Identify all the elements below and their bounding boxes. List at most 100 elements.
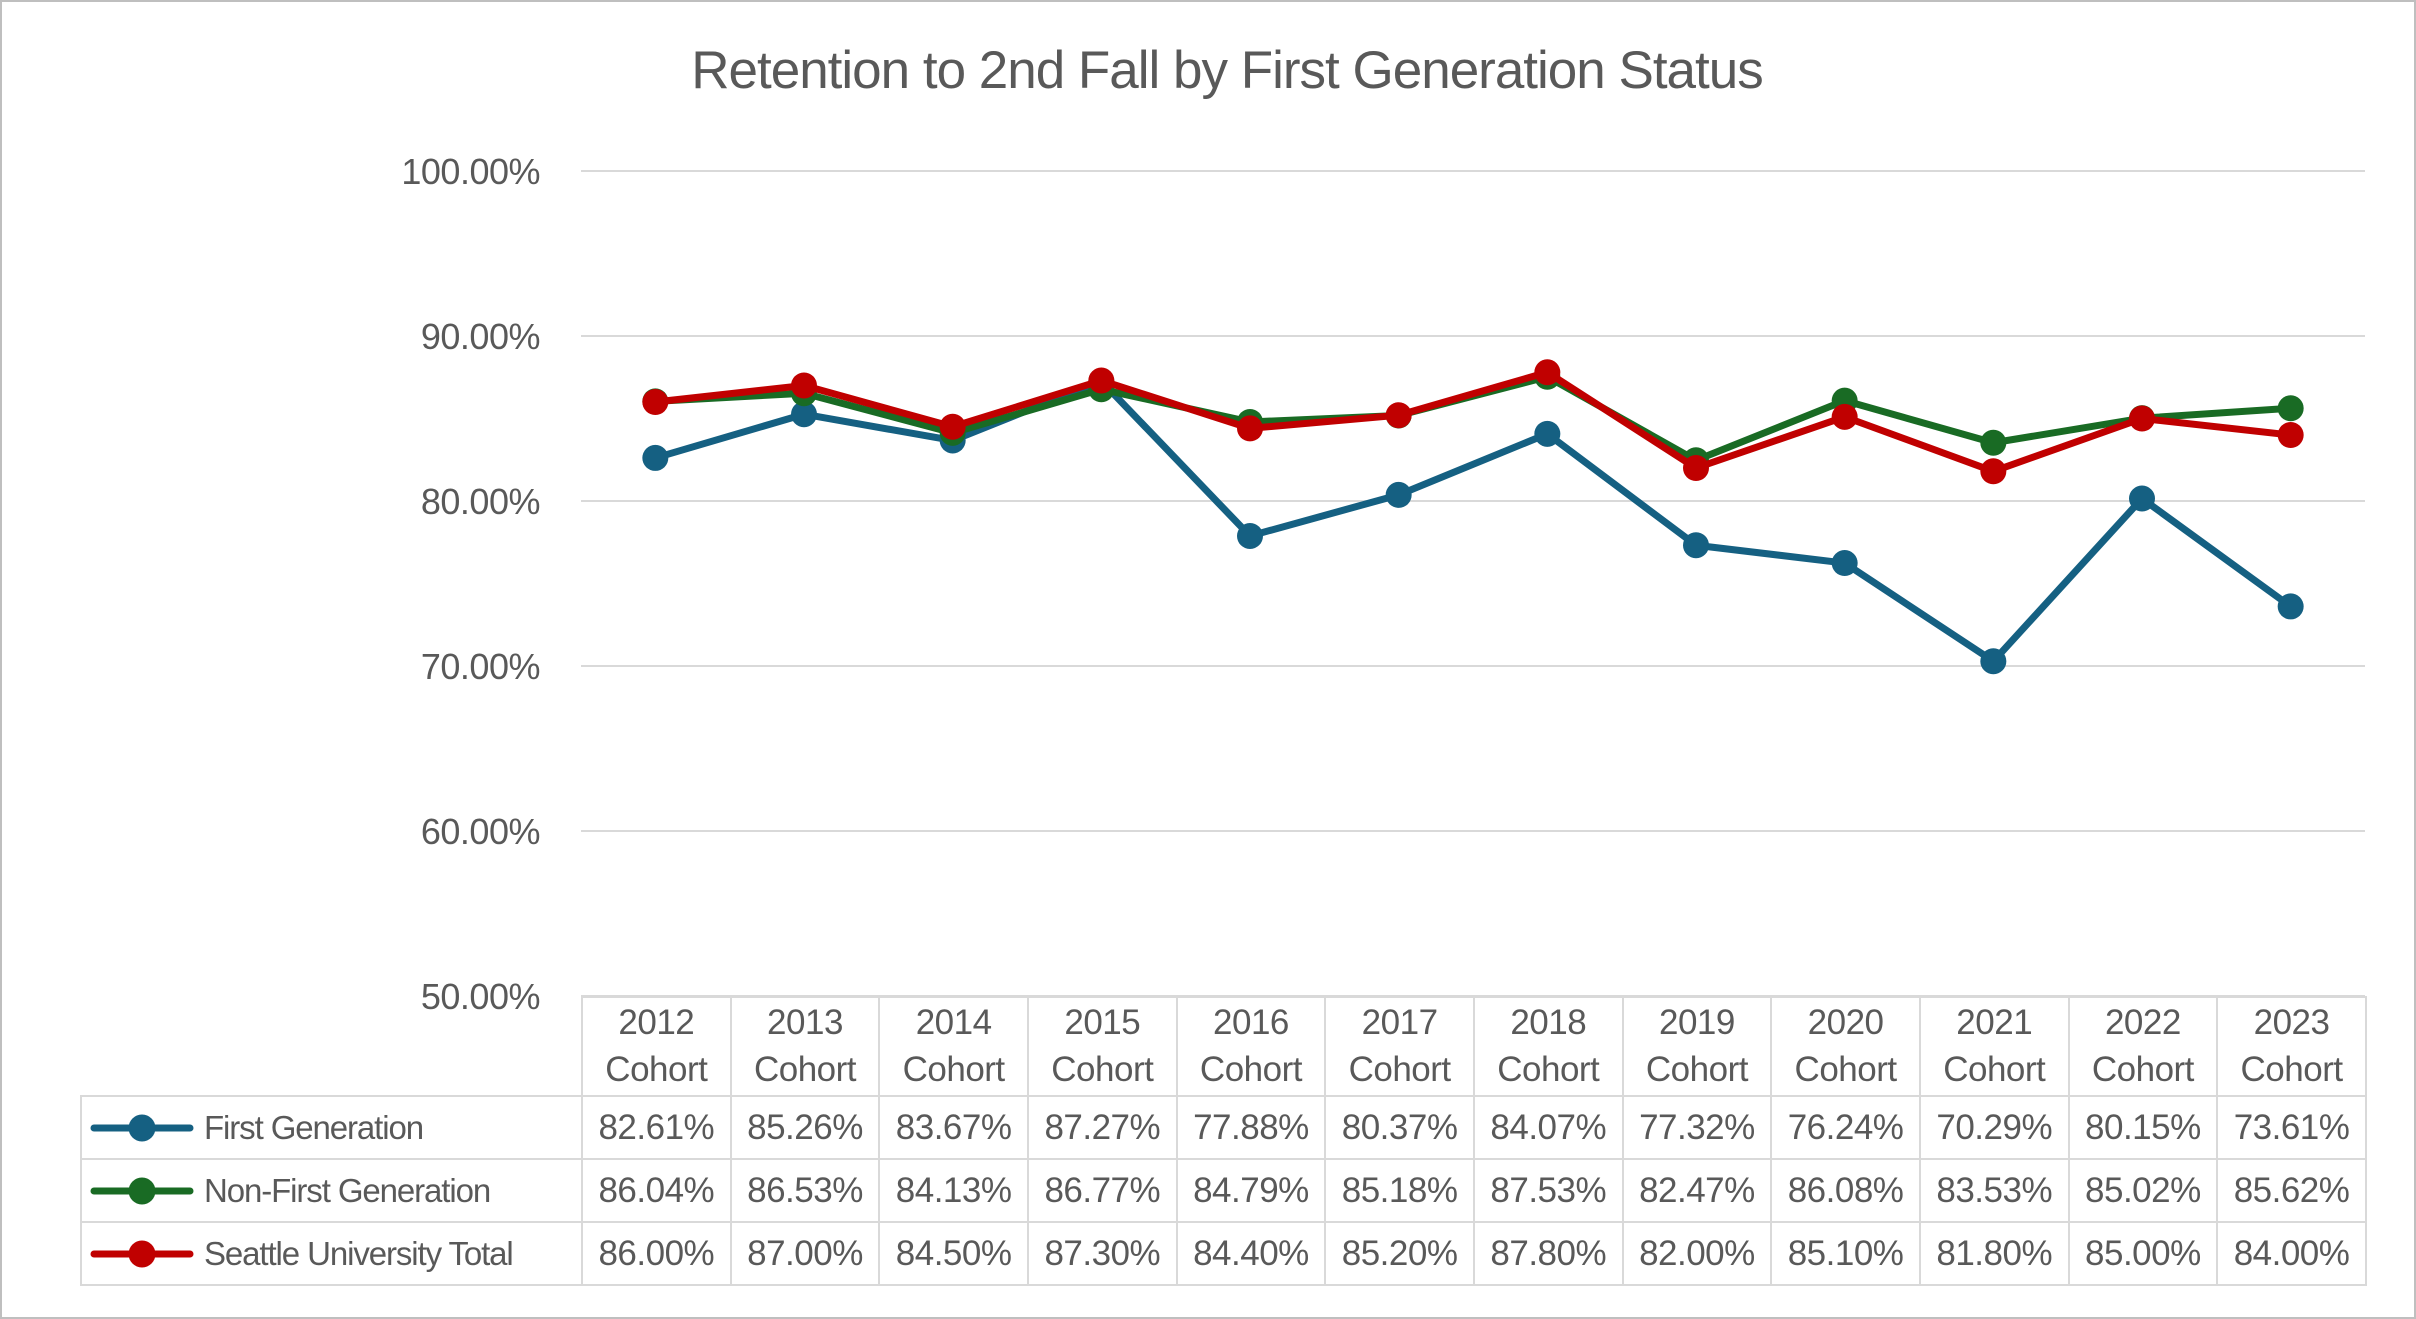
table-cell: 85.00% (2067, 1221, 2219, 1286)
chart-title: Retention to 2nd Fall by First Generatio… (691, 41, 1763, 100)
data-point-marker (642, 389, 669, 415)
table-cell: 86.77% (1026, 1158, 1178, 1223)
data-point-marker (1831, 403, 1858, 430)
table-column-header: 2017 Cohort (1324, 996, 1475, 1097)
table-column-header: 2020 Cohort (1770, 996, 1921, 1097)
legend-entry: Non-First Generation (83, 1171, 580, 1210)
table-cell: 83.67% (878, 1095, 1029, 1160)
data-point-marker (1237, 415, 1263, 442)
table-cell: 77.88% (1175, 1095, 1327, 1160)
table-cell: 82.00% (1621, 1221, 1773, 1286)
series-seattle-university-total (642, 359, 2304, 485)
table-cell: 85.26% (729, 1095, 881, 1160)
legend-item-non-first-generation: Non-First Generation (80, 1158, 583, 1223)
table-column-header: 2014 Cohort (878, 996, 1029, 1097)
table-cell: 87.53% (1472, 1158, 1624, 1223)
table-cell: 86.53% (729, 1158, 881, 1223)
table-cell: 85.62% (2216, 1158, 2367, 1223)
table-cell: 73.61% (2216, 1095, 2367, 1160)
table-column-header: 2016 Cohort (1175, 996, 1327, 1097)
table-cell: 84.40% (1175, 1221, 1327, 1286)
data-table: 2012 Cohort 2013 Cohort 2014 Cohort 2015 Co… (80, 996, 2367, 1286)
series-non-first-generation (642, 363, 2304, 474)
table-cell: 87.80% (1472, 1221, 1624, 1286)
data-point-marker (1831, 550, 1858, 577)
series-first-generation (642, 368, 2304, 675)
table-cell: 82.47% (1621, 1158, 1773, 1223)
table-cell: 84.00% (2216, 1221, 2367, 1286)
data-point-marker (2277, 422, 2304, 448)
table-cell: 84.50% (878, 1221, 1029, 1286)
data-point-marker (791, 372, 817, 399)
table-cell: 81.80% (1918, 1221, 2070, 1286)
table-corner-cell (81, 997, 582, 1096)
y-axis-tick-label: 50.00% (421, 976, 540, 1017)
table-column-header: 2012 Cohort (581, 996, 732, 1097)
table-column-header: 2013 Cohort (729, 996, 881, 1097)
data-point-marker (939, 413, 966, 440)
table-column-header: 2019 Cohort (1621, 996, 1773, 1097)
table-cell: 76.24% (1770, 1095, 1921, 1160)
table-cell: 80.15% (2067, 1095, 2219, 1160)
table-cell: 86.04% (581, 1158, 732, 1223)
table-cell: 84.79% (1175, 1158, 1327, 1223)
table-cell: 87.27% (1026, 1095, 1178, 1160)
table-cell: 70.29% (1918, 1095, 2070, 1160)
table-cell: 85.10% (1770, 1221, 1921, 1286)
data-point-marker (1534, 420, 1561, 447)
data-point-marker (1683, 455, 1709, 481)
table-column-header: 2021 Cohort (1918, 996, 2070, 1097)
data-point-marker (1980, 648, 2007, 675)
data-point-marker (2277, 395, 2304, 422)
y-axis-tick-label: 90.00% (421, 316, 540, 357)
table-cell: 85.20% (1324, 1221, 1475, 1286)
legend-entry: Seattle University Total (83, 1234, 580, 1273)
table-cell: 86.08% (1770, 1158, 1921, 1223)
series-name-label: First Generation (204, 1108, 424, 1146)
y-axis-tick-label: 70.00% (421, 646, 540, 687)
data-point-marker (2129, 405, 2155, 432)
data-point-marker (1980, 458, 2007, 485)
data-point-marker (1237, 522, 1263, 549)
series-name-label: Non-First Generation (204, 1171, 491, 1209)
data-point-marker (642, 444, 669, 471)
series-line (651, 368, 2295, 475)
y-axis-tick-label: 100.00% (401, 151, 540, 192)
data-point-marker (1683, 532, 1709, 559)
table-cell: 85.18% (1324, 1158, 1475, 1223)
table-row-non-first-generation: Non-First Generation 86.04% 86.53% 84.13% 86… (80, 1158, 2367, 1223)
table-cell: 84.13% (878, 1158, 1029, 1223)
table-column-header: 2023 Cohort (2216, 996, 2367, 1097)
data-point-marker (2277, 593, 2304, 620)
y-axis-tick-label: 60.00% (421, 811, 540, 852)
data-point-marker (1980, 429, 2007, 456)
table-cell: 82.61% (581, 1095, 732, 1160)
table-cell: 85.02% (2067, 1158, 2219, 1223)
data-point-marker (1385, 481, 1412, 508)
table-cell: 77.32% (1621, 1095, 1773, 1160)
series-line (651, 373, 2295, 464)
series-key-icon (90, 1177, 194, 1204)
table-cell: 84.07% (1472, 1095, 1624, 1160)
series-key-icon (90, 1240, 194, 1267)
table-cell: 86.00% (581, 1221, 732, 1286)
table-row-seattle-university-total: Seattle University Total 86.00% 87.00% 84.5… (80, 1221, 2367, 1286)
series-name-label: Seattle University Total (204, 1234, 514, 1272)
table-cell: 83.53% (1918, 1158, 2070, 1223)
table-row-first-generation: First Generation 82.61% 85.26% 83.67% 87.27%… (80, 1095, 2367, 1160)
data-point-marker (1385, 402, 1412, 429)
legend-item-first-generation: First Generation (80, 1095, 583, 1160)
table-cell: 87.00% (729, 1221, 881, 1286)
table-column-header: 2018 Cohort (1472, 996, 1624, 1097)
table-cell: 80.37% (1324, 1095, 1475, 1160)
data-point-marker (791, 401, 817, 428)
legend-entry: First Generation (83, 1108, 580, 1147)
data-point-marker (1088, 367, 1115, 394)
data-point-marker (2129, 485, 2155, 512)
y-axis-tick-label: 80.00% (421, 481, 540, 522)
table-column-header: 2022 Cohort (2067, 996, 2219, 1097)
legend-item-seattle-university-total: Seattle University Total (80, 1221, 583, 1286)
table-header-row: 2012 Cohort 2013 Cohort 2014 Cohort 2015 Co… (81, 996, 2367, 1097)
